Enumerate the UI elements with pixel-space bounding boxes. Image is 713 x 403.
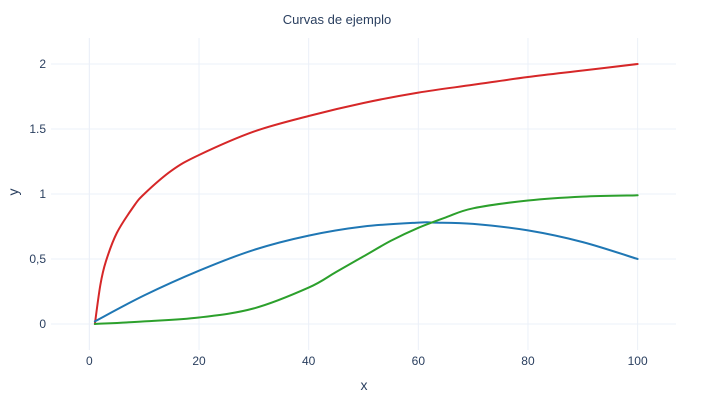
x-tick-label: 20	[192, 354, 206, 368]
x-tick-label: 40	[302, 354, 316, 368]
x-axis-label: x	[361, 377, 368, 393]
x-tick-label: 100	[628, 354, 648, 368]
y-tick-label: 0,5	[29, 252, 46, 266]
series-line-2	[93, 221, 639, 323]
chart-title: Curvas de ejemplo	[283, 12, 391, 27]
x-tick-label: 0	[86, 354, 93, 368]
series-line-1	[93, 63, 639, 325]
y-tick-label: 2	[39, 57, 46, 71]
y-axis-label: y	[5, 189, 21, 196]
y-tick-label: 1.5	[29, 122, 46, 136]
x-tick-label: 60	[412, 354, 426, 368]
x-tick-label: 80	[521, 354, 535, 368]
x-axis: 0 20 40 60 80 100	[86, 354, 648, 368]
series-line-3	[93, 194, 639, 325]
y-tick-label: 0	[39, 317, 46, 331]
series-group	[93, 63, 639, 325]
grid-lines	[51, 38, 676, 350]
y-tick-label: 1	[39, 187, 46, 201]
y-axis: 0 0,5 1 1.5 2	[29, 57, 46, 331]
